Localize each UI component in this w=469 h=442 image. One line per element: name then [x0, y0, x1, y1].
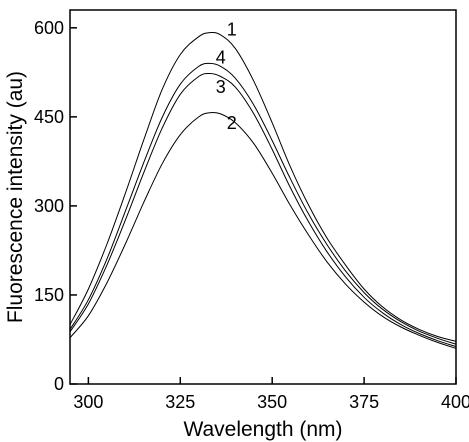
x-tick-label: 350	[257, 392, 287, 412]
curve-label-1: 1	[227, 20, 237, 40]
x-axis-ticks: 300 325 350 375 400	[73, 377, 469, 412]
x-tick-label: 300	[73, 392, 103, 412]
curve-label-2: 2	[227, 113, 237, 133]
plot-frame	[69, 9, 457, 385]
y-tick-label: 300	[34, 196, 64, 216]
y-tick-label: 600	[34, 18, 64, 38]
y-tick-label: 450	[34, 107, 64, 127]
x-tick-label: 400	[441, 392, 469, 412]
curve-label-4: 4	[216, 47, 226, 67]
y-axis-ticks: 0 150 300 450 600	[34, 18, 77, 394]
curve-1	[69, 31, 457, 342]
curve-label-3: 3	[216, 77, 226, 97]
curve-labels-layer: 1 23 4	[216, 20, 237, 133]
x-tick-label: 325	[165, 392, 195, 412]
curve-4	[69, 62, 457, 345]
y-tick-label: 0	[54, 374, 64, 394]
curves-layer	[69, 31, 457, 349]
curve-3	[69, 72, 457, 348]
x-tick-label: 375	[349, 392, 379, 412]
x-axis-title: Wavelength (nm)	[183, 418, 342, 441]
y-axis-title: Fluorescence intensity (au)	[4, 71, 27, 323]
curve-2	[69, 111, 457, 349]
y-tick-label: 150	[34, 285, 64, 305]
